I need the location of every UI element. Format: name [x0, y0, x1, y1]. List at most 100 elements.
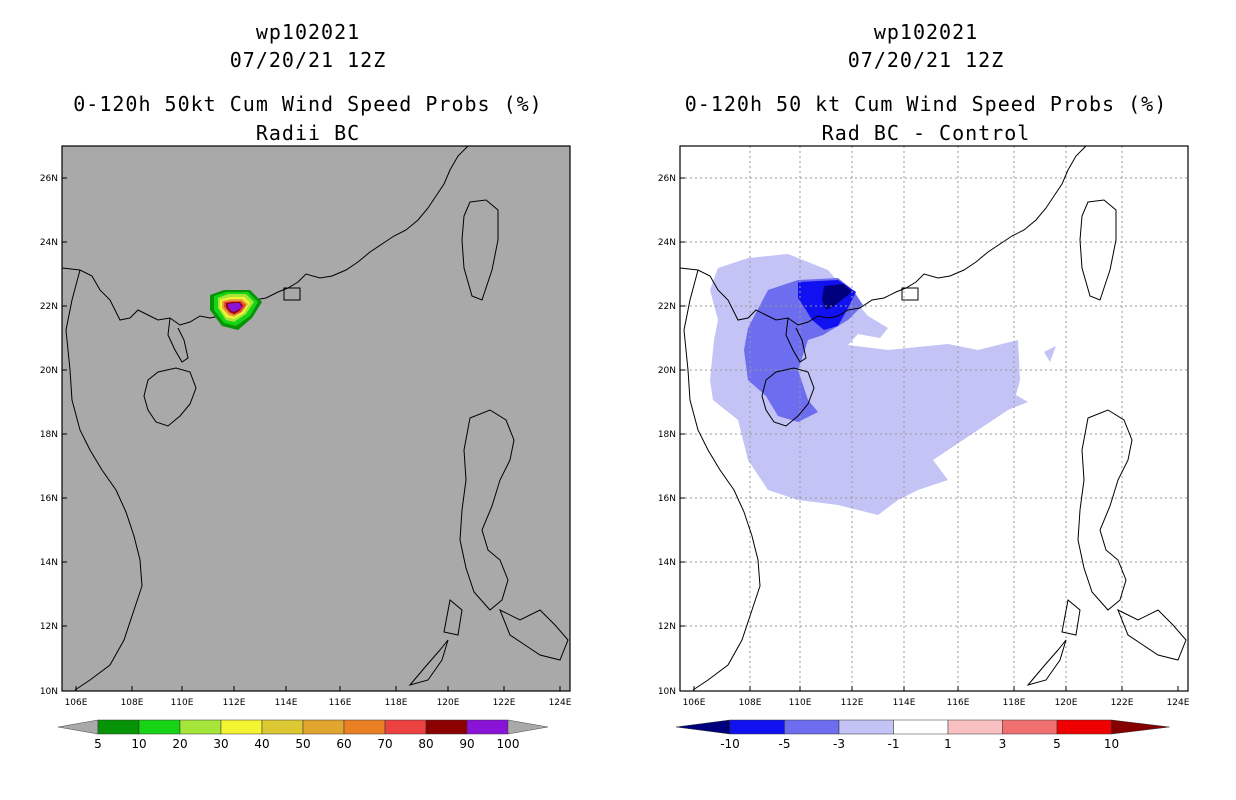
right-coastline-hainan	[761, 367, 815, 427]
right-cb-label: 10	[1104, 737, 1119, 751]
right-cb-label: 5	[1053, 737, 1061, 751]
right-plot-title: 0-120h 50 kt Cum Wind Speed Probs (%)	[684, 92, 1168, 116]
left-cb-swatch	[220, 719, 263, 735]
left-lon-label: 106E	[65, 698, 88, 708]
left-cb-label: 40	[254, 737, 269, 751]
right-cb-swatch	[1002, 719, 1058, 735]
right-cb-arrow-low	[675, 719, 731, 735]
left-cb-label: 50	[295, 737, 310, 751]
left-cb-swatch	[138, 719, 181, 735]
right-cb-label: -3	[833, 737, 845, 751]
left-coastline-leizhou	[167, 317, 189, 363]
left-lat-labels: 26N 24N 22N 20N 18N 16N 14N 12N 10N	[40, 174, 67, 697]
right-lat-label: 26N	[658, 174, 676, 184]
right-lat-label: 12N	[658, 622, 676, 632]
left-plot-subtitle: Radii BC	[255, 121, 361, 145]
right-storm-id: wp102021	[873, 20, 979, 44]
right-lon-label: 118E	[1003, 698, 1026, 708]
left-lon-label: 122E	[493, 698, 516, 708]
right-lon-label: 112E	[841, 698, 864, 708]
left-coastline-vietnam	[65, 269, 143, 691]
left-storm-id: wp102021	[255, 20, 361, 44]
right-datetime: 07/20/21 12Z	[847, 48, 1005, 72]
left-coastline-hainan	[143, 367, 197, 427]
right-cb-swatch	[1056, 719, 1112, 735]
right-lon-label: 120E	[1055, 698, 1078, 708]
right-cb-label: 1	[944, 737, 952, 751]
left-lon-label: 116E	[329, 698, 352, 708]
left-map-frame	[61, 145, 571, 692]
right-cb-swatch	[784, 719, 840, 735]
left-map-background	[62, 146, 570, 691]
right-coastline-leizhou	[785, 317, 807, 363]
right-lon-label: 106E	[683, 698, 706, 708]
left-cb-label: 30	[213, 737, 228, 751]
left-cb-swatch	[261, 719, 304, 735]
left-cb-swatch	[425, 719, 468, 735]
left-cb-arrow-high	[507, 719, 549, 735]
left-cb-swatch	[384, 719, 427, 735]
right-lon-label: 108E	[739, 698, 762, 708]
left-cb-label: 90	[459, 737, 474, 751]
right-cb-label: -1	[888, 737, 900, 751]
left-datetime: 07/20/21 12Z	[229, 48, 387, 72]
left-cb-label: 20	[172, 737, 187, 751]
left-lon-label: 118E	[385, 698, 408, 708]
left-lon-labels: 106E 108E 110E 112E 114E 116E 118E 120E 122E 124E	[65, 686, 572, 708]
right-lat-label: 22N	[658, 302, 676, 312]
left-lon-label: 124E	[549, 698, 572, 708]
left-coastline-china	[62, 146, 469, 326]
left-lat-label: 10N	[40, 687, 58, 697]
left-coastline-visayas	[499, 608, 569, 661]
left-coastline-taiwan	[461, 199, 499, 301]
left-lat-label: 12N	[40, 622, 58, 632]
right-coastline-taiwan	[1079, 199, 1117, 301]
left-hongkong-box	[283, 287, 301, 301]
left-lat-label: 26N	[40, 174, 58, 184]
right-coastline-palawan	[1026, 639, 1067, 686]
right-map-frame	[679, 145, 1189, 692]
right-lat-label: 18N	[658, 430, 676, 440]
right-coastline-luzon	[1077, 409, 1133, 611]
left-lon-label: 114E	[275, 698, 298, 708]
left-cb-swatch	[97, 719, 140, 735]
left-map: 26N 24N 22N 20N 18N 16N 14N 12N 10N 106E 108E 110E…	[40, 145, 572, 708]
right-contour-minus1-c	[1044, 346, 1056, 362]
right-lat-label: 10N	[658, 687, 676, 697]
left-lat-label: 14N	[40, 558, 58, 568]
left-cb-arrow-low	[57, 719, 99, 735]
left-coastline-palawan	[408, 639, 449, 686]
right-coastline-vietnam	[683, 269, 761, 691]
left-cb-label: 80	[418, 737, 433, 751]
right-lat-label: 20N	[658, 366, 676, 376]
right-cb-label: -10	[720, 737, 740, 751]
right-lon-labels: 106E 108E 110E 112E 114E 116E 118E 120E 122E 124E	[683, 686, 1190, 708]
right-lat-labels: 26N 24N 22N 20N 18N 16N 14N 12N 10N	[658, 174, 685, 697]
right-lon-label: 124E	[1167, 698, 1190, 708]
left-lon-label: 112E	[223, 698, 246, 708]
right-lat-label: 16N	[658, 494, 676, 504]
right-plot-subtitle: Rad BC - Control	[821, 121, 1031, 145]
right-cb-swatch	[729, 719, 785, 735]
right-contour-minus1-b	[938, 356, 948, 366]
right-lon-label: 116E	[947, 698, 970, 708]
right-coastline-mindoro	[1061, 599, 1081, 636]
left-cb-label: 10	[131, 737, 146, 751]
left-cb-swatch	[343, 719, 386, 735]
right-coastline-visayas	[1117, 608, 1187, 661]
right-hongkong-box	[901, 287, 919, 301]
right-cb-swatch	[893, 719, 949, 735]
left-probability-contour	[210, 290, 262, 330]
left-cb-label: 100	[497, 737, 520, 751]
left-coastline-mindoro	[443, 599, 463, 636]
left-cb-label: 60	[336, 737, 351, 751]
right-map: 26N 24N 22N 20N 18N 16N 14N 12N 10N 106E 108E 110E…	[658, 145, 1190, 708]
right-lon-label: 110E	[789, 698, 812, 708]
left-colorbar: 5 10 20 30 40 50 60 70 80 90 100	[57, 719, 549, 751]
left-cb-label: 70	[377, 737, 392, 751]
left-lon-label: 108E	[121, 698, 144, 708]
right-lon-label: 114E	[893, 698, 916, 708]
left-lat-label: 22N	[40, 302, 58, 312]
right-lon-label: 122E	[1111, 698, 1134, 708]
left-lat-label: 24N	[40, 238, 58, 248]
